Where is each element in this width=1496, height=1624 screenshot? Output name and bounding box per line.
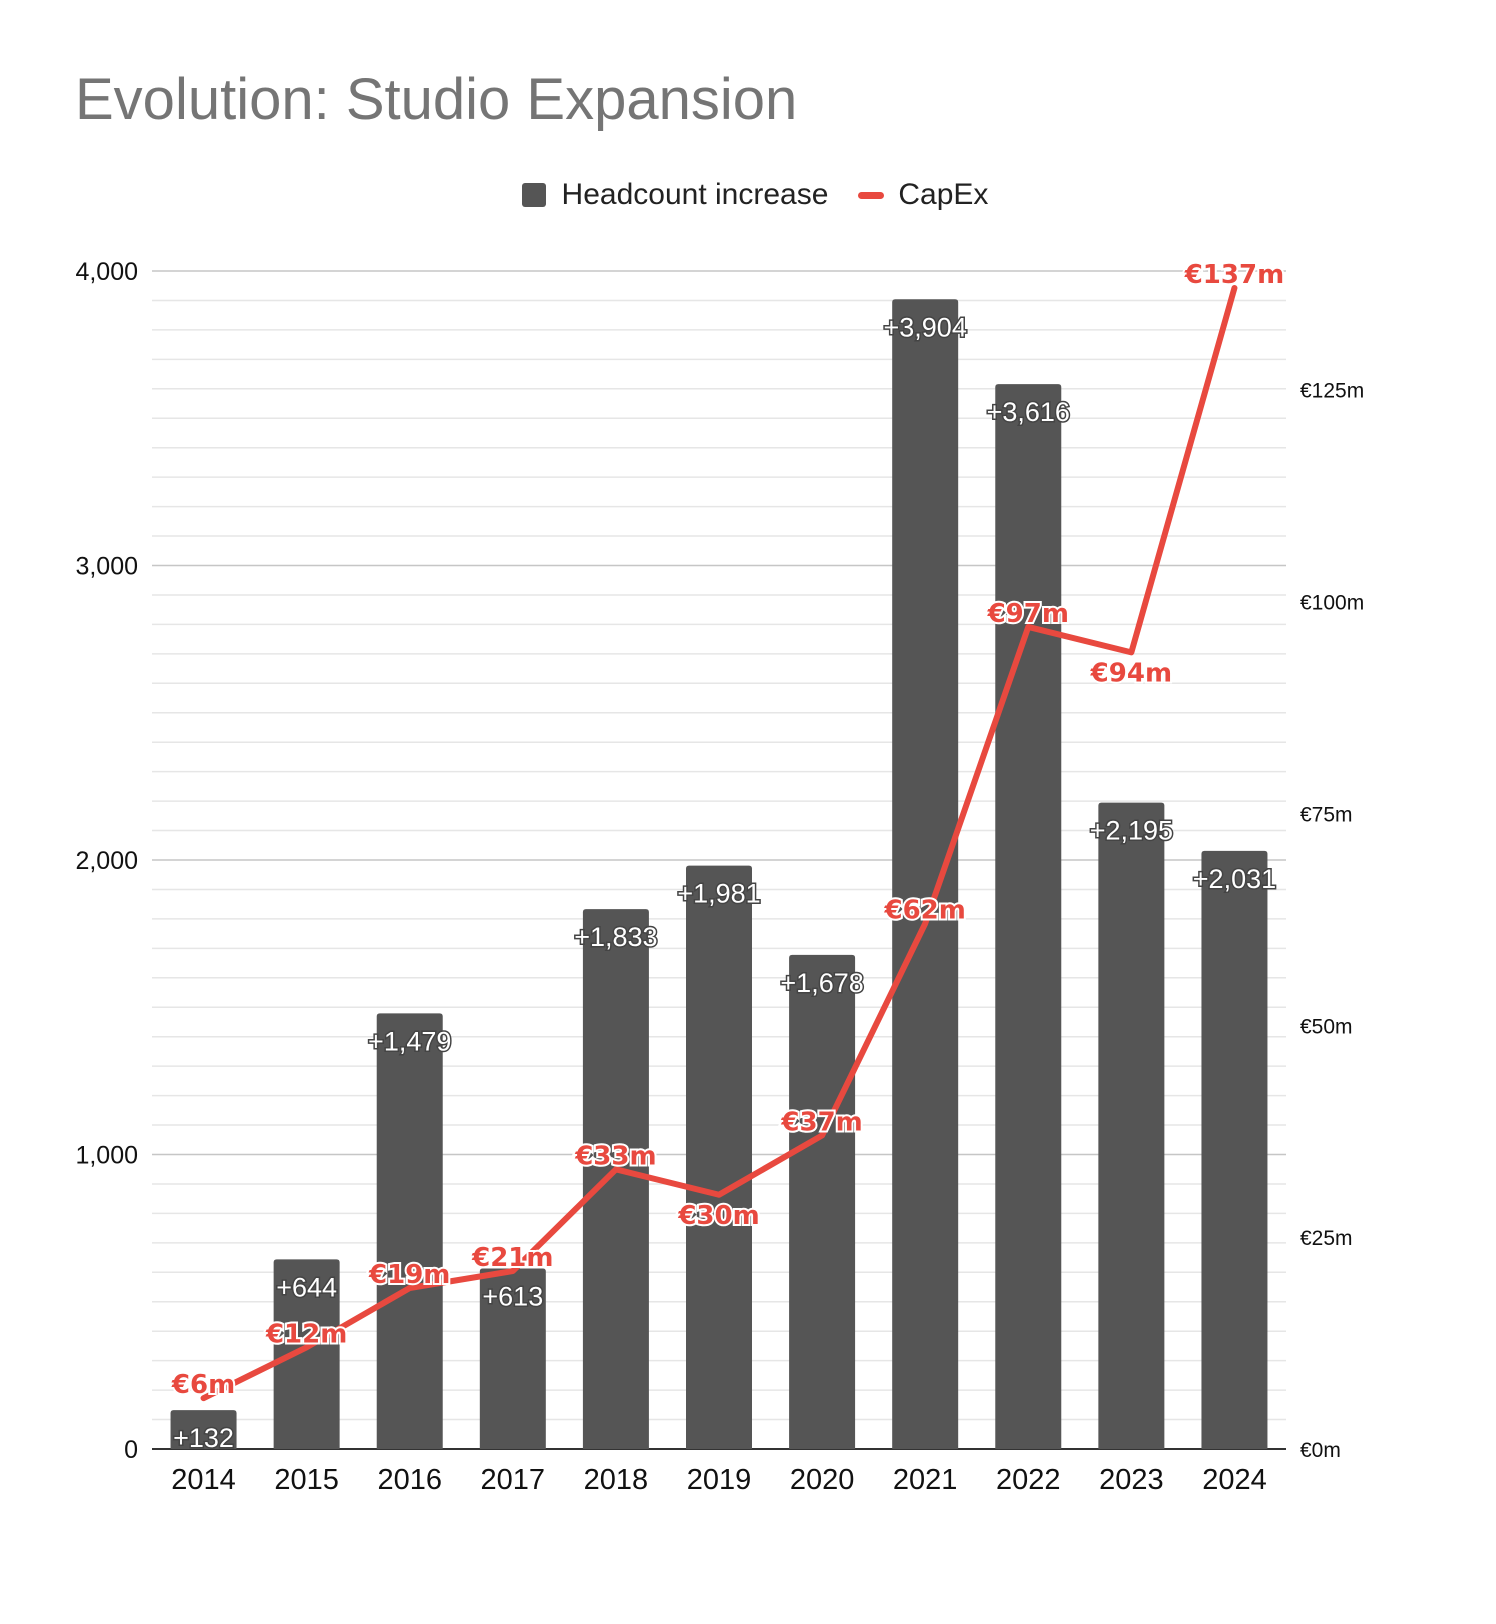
y-right-tick-label: €50m [1300,1015,1353,1038]
bar-data-label: +132 [173,1423,234,1453]
bar [170,1410,237,1449]
line-data-label: €137m [1184,260,1284,290]
chart-title: Evolution: Studio Expansion [75,67,798,132]
x-tick-label: 2014 [171,1464,236,1496]
y-left-tick-label: 3,000 [75,553,138,581]
line-data-label: €97m [987,599,1069,629]
y-left-tick-label: 4,000 [75,258,138,286]
x-tick-label: 2022 [996,1464,1061,1496]
legend-item-capex[interactable]: CapEx [858,178,988,212]
line-data-label: €6m [171,1370,235,1400]
legend-label-headcount: Headcount increase [561,178,829,211]
bar-data-label: +1,479 [368,1026,451,1056]
x-tick-label: 2018 [584,1464,649,1496]
x-tick-label: 2021 [893,1464,958,1496]
legend-swatch-headcount [521,183,546,207]
bar [1201,850,1268,1449]
legend-swatch-capex [858,191,885,199]
bar [479,1268,546,1449]
bar-data-label: +1,981 [677,879,760,909]
bar [376,1013,443,1449]
capex-line [200,284,1238,1402]
y-right-tick-label: €0m [1300,1439,1341,1462]
bar-data-label: +1,678 [780,968,863,998]
line-layer [200,284,1238,1402]
y-right-tick-label: €75m [1300,803,1353,826]
line-data-label: €19m [368,1260,450,1290]
x-tick-label: 2020 [790,1464,855,1496]
bar-data-label: +644 [276,1272,337,1302]
x-tick-label: 2024 [1202,1464,1267,1496]
bar-layer [170,299,1268,1450]
line-label-layer: €6m €12m €19m €21m €33m €30m €37m €62m €97m €94m €… [169,258,1286,1402]
legend: Headcount increase CapEx [0,178,1496,212]
y-left-tick-label: 0 [124,1436,138,1464]
x-tick-label: 2016 [377,1464,442,1496]
bar-data-label: +3,904 [884,312,967,342]
bar-label-layer: +132 +644 +1,479 +613 +1,833 +1,981 +1,678 +3,9… [172,311,1278,1455]
bar-data-label: +3,616 [987,397,1070,427]
x-tick-label: 2015 [274,1464,339,1496]
line-data-label: €21m [471,1243,553,1273]
y-right-tick-label: €100m [1300,592,1364,615]
bar [995,384,1062,1449]
line-data-label: €37m [780,1107,862,1137]
line-data-label: €62m [883,896,965,926]
bar [582,909,649,1449]
legend-label-capex: CapEx [898,178,989,211]
x-tick-label: 2019 [687,1464,752,1496]
line-data-label: €94m [1090,658,1172,688]
bar-data-label: +613 [482,1281,543,1311]
y-left-tick-label: 1,000 [75,1142,138,1170]
line-data-label: €30m [677,1201,759,1231]
line-data-label: €33m [574,1141,656,1171]
bar-data-label: +1,833 [574,922,657,952]
bar [892,299,959,1450]
y-right-tick-label: €25m [1300,1227,1353,1250]
y-left-tick-label: 2,000 [75,847,138,875]
axis-layer: 0 1,000 2,000 3,000 4,000 €0m €25m €50m €75m €100… [75,258,1364,1496]
legend-item-headcount[interactable]: Headcount increase [508,178,829,212]
bar [789,954,856,1449]
bar [273,1259,340,1449]
y-right-tick-label: €125m [1300,380,1364,403]
x-tick-label: 2017 [481,1464,546,1496]
x-tick-label: 2023 [1099,1464,1164,1496]
bar [1098,802,1165,1449]
bar-data-label: +2,031 [1193,864,1276,894]
bar-data-label: +2,195 [1090,816,1173,846]
line-data-label: €12m [265,1319,347,1349]
bar [686,865,752,1449]
